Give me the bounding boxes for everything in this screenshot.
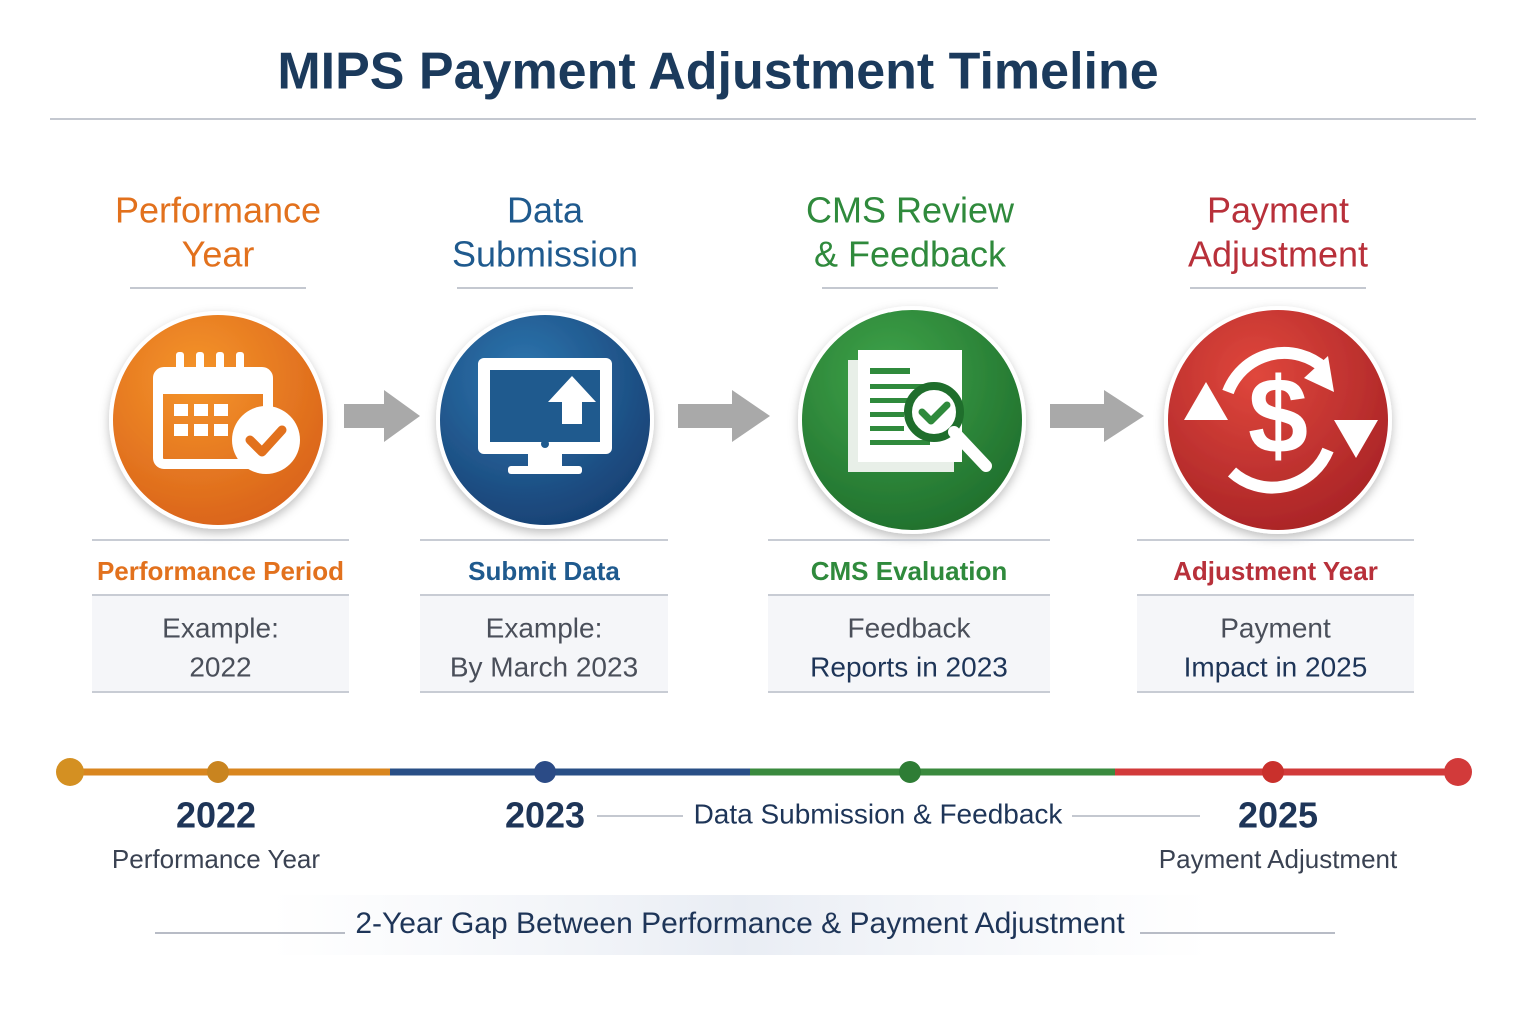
stage-detail: Example: (162, 612, 279, 643)
stage-heading: Year (182, 234, 255, 275)
timeline-year: 2023 (505, 795, 585, 836)
stage-detail: Example: (486, 612, 603, 643)
stage-heading: Adjustment (1188, 234, 1368, 275)
timeline-caption: Payment Adjustment (1159, 844, 1398, 874)
stage-heading: Performance (115, 190, 321, 231)
stage-heading: Payment (1207, 190, 1349, 231)
timeline-dot (207, 761, 229, 783)
timeline-dot (1444, 758, 1472, 786)
stage-detail: Feedback (848, 612, 972, 643)
timeline-dot (534, 761, 556, 783)
stage-detail: Payment (1220, 612, 1331, 643)
stage-label: CMS Evaluation (811, 556, 1007, 586)
icons: $ (109, 306, 1392, 534)
timeline-caption: Performance Year (112, 844, 320, 874)
stage-label: Performance Period (97, 556, 344, 586)
monitor-icon (478, 358, 612, 474)
footer-band (270, 895, 1210, 955)
dollar-cycle-icon: $ (1184, 346, 1378, 494)
flow-arrow (344, 390, 420, 442)
detail-box (92, 595, 349, 692)
flow-arrow (1050, 390, 1144, 442)
stage-heading: & Feedback (814, 234, 1007, 275)
stage-label: Adjustment Year (1173, 556, 1378, 586)
stage-detail: 2022 (189, 651, 251, 682)
report-icon (848, 350, 992, 472)
calendar-icon (153, 352, 300, 474)
stage-heading: CMS Review (806, 190, 1015, 231)
svg-text:$: $ (1248, 355, 1308, 476)
timeline-dot (56, 758, 84, 786)
flow-arrows (344, 390, 1144, 442)
timeline-dot (1262, 761, 1284, 783)
timeline: Data Submission & Feedback (56, 758, 1472, 829)
stage-label: Submit Data (468, 556, 620, 586)
detail-box (1137, 595, 1414, 692)
detail-box (420, 595, 668, 692)
stage-heading: Data (507, 190, 584, 231)
stage-heading: Submission (452, 234, 638, 275)
timeline-year: 2025 (1238, 795, 1318, 836)
stage-circle (1164, 306, 1392, 534)
detail-box (768, 595, 1050, 692)
stage-detail: By March 2023 (450, 651, 638, 682)
footer-note: 2-Year Gap Between Performance & Payment… (355, 907, 1125, 940)
timeline-year: 2022 (176, 795, 256, 836)
flow-arrow (678, 390, 770, 442)
timeline-dot (899, 761, 921, 783)
timeline-caption: Data Submission & Feedback (694, 798, 1064, 829)
title: MIPS Payment Adjustment Timeline (277, 43, 1158, 101)
stage-detail: Reports in 2023 (810, 651, 1008, 682)
stage-detail: Impact in 2025 (1184, 651, 1368, 682)
